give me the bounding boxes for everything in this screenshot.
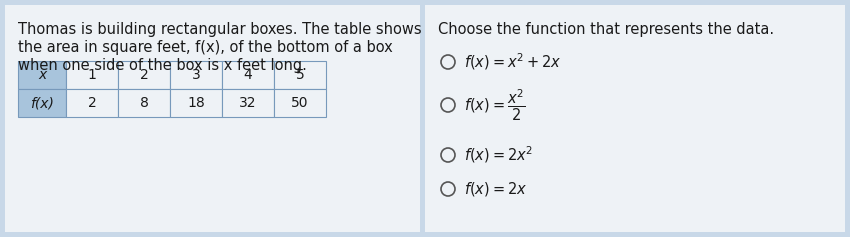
- Bar: [274, 61, 326, 89]
- Text: $f(x) = \dfrac{x^{2}}{2}$: $f(x) = \dfrac{x^{2}}{2}$: [464, 87, 525, 123]
- FancyBboxPatch shape: [5, 5, 420, 232]
- Text: 3: 3: [191, 68, 201, 82]
- Text: $f(x) = 2x$: $f(x) = 2x$: [464, 180, 527, 198]
- Text: Thomas is building rectangular boxes. The table shows: Thomas is building rectangular boxes. Th…: [18, 22, 422, 37]
- Bar: [274, 89, 326, 117]
- Bar: [222, 89, 274, 117]
- Text: $f(x) = x^{2} + 2x$: $f(x) = x^{2} + 2x$: [464, 52, 562, 72]
- Bar: [66, 89, 118, 117]
- Text: $f(x) = 2x^{2}$: $f(x) = 2x^{2}$: [464, 145, 533, 165]
- Text: 8: 8: [139, 96, 149, 110]
- Text: x: x: [38, 68, 46, 82]
- FancyBboxPatch shape: [425, 5, 845, 232]
- Text: 2: 2: [88, 96, 96, 110]
- Bar: [170, 61, 222, 89]
- Bar: [66, 61, 118, 89]
- Text: when one side of the box is x feet long.: when one side of the box is x feet long.: [18, 58, 307, 73]
- Bar: [222, 61, 274, 89]
- Text: 2: 2: [139, 68, 149, 82]
- Text: Choose the function that represents the data.: Choose the function that represents the …: [438, 22, 774, 37]
- Text: 5: 5: [296, 68, 304, 82]
- Text: 32: 32: [239, 96, 257, 110]
- Bar: [18, 61, 66, 89]
- Bar: [170, 89, 222, 117]
- Text: 1: 1: [88, 68, 96, 82]
- Text: 4: 4: [244, 68, 252, 82]
- Text: f(x): f(x): [30, 96, 54, 110]
- Text: 18: 18: [187, 96, 205, 110]
- Text: 50: 50: [292, 96, 309, 110]
- Bar: [118, 61, 170, 89]
- Text: the area in square feet, f(x), of the bottom of a box: the area in square feet, f(x), of the bo…: [18, 40, 393, 55]
- Bar: [118, 89, 170, 117]
- Bar: [18, 89, 66, 117]
